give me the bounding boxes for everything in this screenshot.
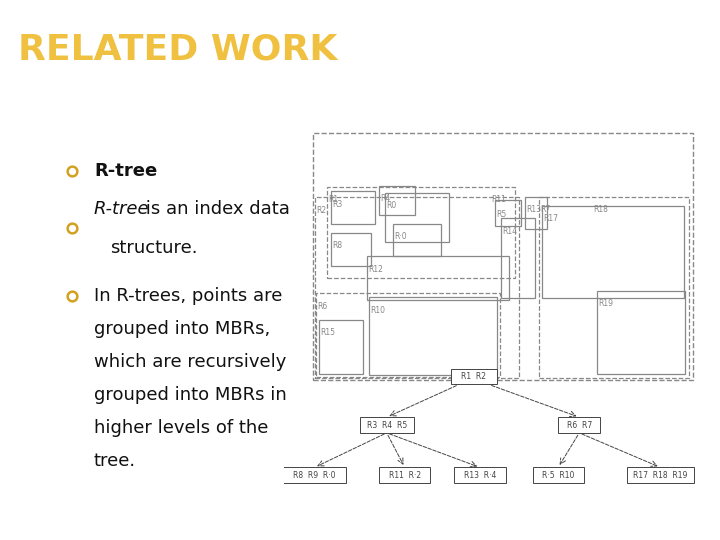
Text: R6  R7: R6 R7	[567, 421, 592, 429]
Text: R3: R3	[332, 200, 343, 209]
Text: R·5  R10: R·5 R10	[542, 471, 575, 480]
Text: is an index data: is an index data	[140, 200, 290, 218]
Bar	[495, 200, 521, 226]
Text: higher levels of the: higher levels of the	[94, 419, 269, 437]
Bar	[327, 187, 515, 278]
Bar	[451, 369, 497, 384]
Text: R11: R11	[491, 195, 506, 205]
Text: structure.: structure.	[110, 239, 197, 257]
Text: R12: R12	[368, 265, 383, 274]
Text: R6: R6	[318, 302, 328, 311]
Text: R14: R14	[502, 227, 517, 235]
Bar	[454, 468, 505, 483]
Bar	[385, 193, 449, 242]
Bar	[359, 417, 414, 433]
Text: R-tree: R-tree	[94, 162, 157, 180]
Bar	[367, 256, 509, 300]
Bar	[369, 298, 497, 375]
Bar	[379, 186, 415, 215]
Bar	[501, 218, 535, 298]
Text: R13: R13	[526, 205, 541, 214]
Text: R1: R1	[328, 195, 338, 205]
Text: R8: R8	[332, 241, 342, 250]
Bar	[316, 293, 500, 377]
Text: R·0: R·0	[394, 232, 406, 241]
Bar	[331, 191, 375, 224]
Bar	[539, 197, 689, 378]
Text: RELATED WORK: RELATED WORK	[18, 32, 338, 66]
Text: R11  R·2: R11 R·2	[389, 471, 420, 480]
Text: R7: R7	[540, 205, 551, 214]
Text: R19: R19	[598, 299, 613, 308]
Bar	[319, 320, 363, 374]
Text: R17  R18  R19: R17 R18 R19	[634, 471, 688, 480]
Text: R8  R9  R·0: R8 R9 R·0	[293, 471, 336, 480]
Text: R13  R·4: R13 R·4	[464, 471, 496, 480]
Bar	[627, 468, 693, 483]
Text: R10: R10	[370, 306, 384, 315]
Text: R1  R2: R1 R2	[462, 372, 487, 381]
Bar	[379, 468, 431, 483]
Bar	[331, 233, 371, 266]
Bar	[525, 197, 547, 230]
Text: which are recursively: which are recursively	[94, 353, 287, 371]
Text: grouped into MBRs in: grouped into MBRs in	[94, 386, 287, 404]
Text: R5: R5	[496, 211, 506, 219]
Text: R18: R18	[593, 205, 608, 214]
Bar	[283, 468, 346, 483]
Text: R17: R17	[543, 214, 558, 223]
Text: R3  R4  R5: R3 R4 R5	[366, 421, 407, 429]
Bar	[533, 468, 584, 483]
Text: R4: R4	[380, 194, 390, 203]
Bar	[315, 197, 519, 378]
Text: R0: R0	[386, 201, 397, 210]
Bar	[393, 224, 441, 256]
Text: R2: R2	[316, 206, 326, 214]
Text: tree.: tree.	[94, 452, 136, 470]
Text: In R-trees, points are: In R-trees, points are	[94, 287, 282, 305]
Bar	[541, 206, 684, 298]
Bar	[558, 417, 600, 433]
Text: R15: R15	[320, 328, 335, 338]
Bar	[597, 291, 685, 374]
Text: R-tree: R-tree	[94, 200, 150, 218]
Text: grouped into MBRs,: grouped into MBRs,	[94, 320, 270, 338]
